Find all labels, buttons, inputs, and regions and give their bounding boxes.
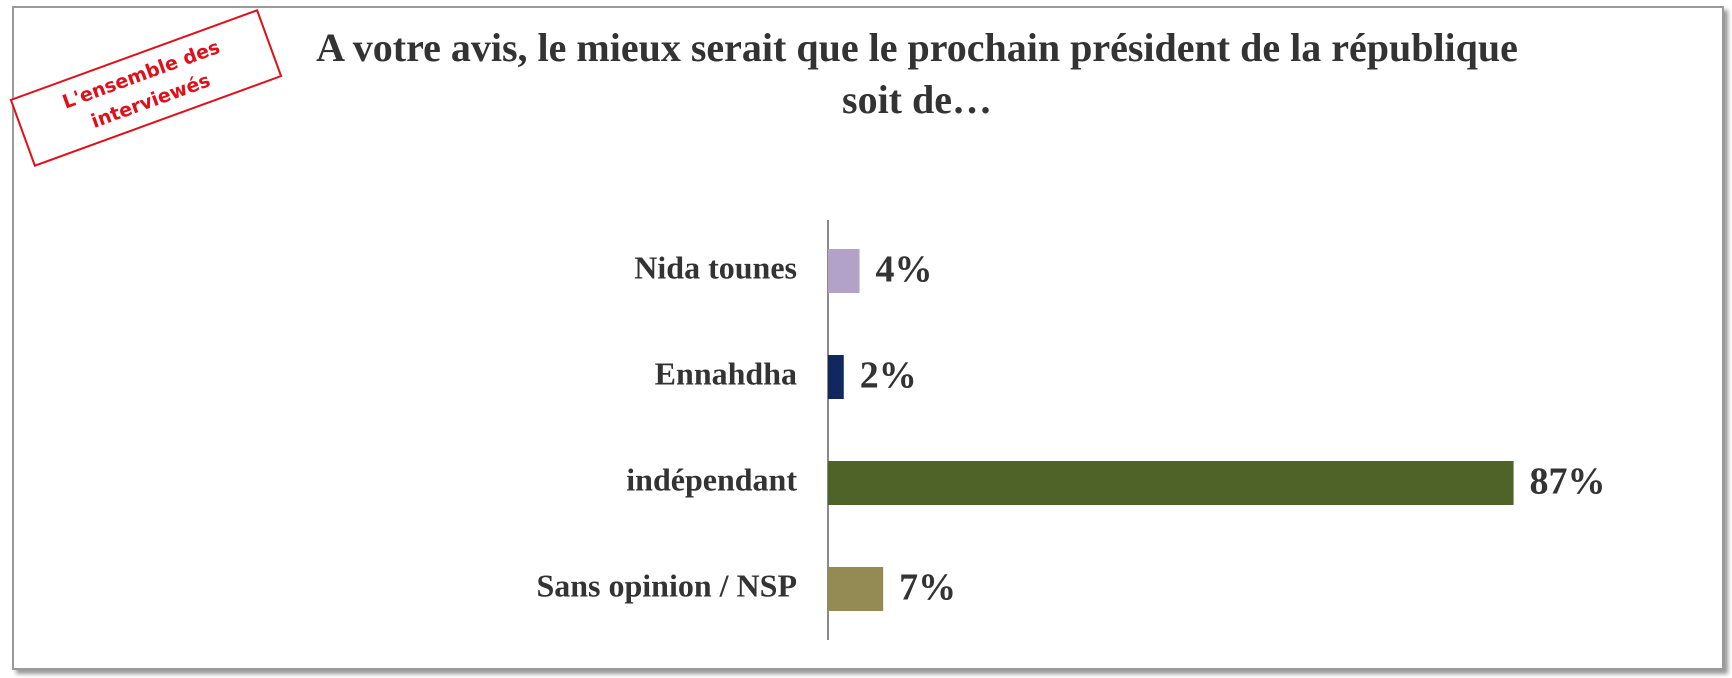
bar: [828, 249, 860, 293]
value-label: 2%: [860, 355, 917, 397]
bar: [828, 567, 884, 611]
category-label: Nida tounes: [634, 249, 797, 285]
value-label: 4%: [876, 249, 933, 291]
value-label: 87%: [1530, 461, 1606, 503]
bar: [828, 461, 1514, 505]
chart-title: A votre avis, le mieux serait que le pro…: [316, 25, 1518, 122]
chart-frame: [12, 6, 1724, 670]
category-label: Ennahdha: [655, 355, 797, 391]
category-label: indépendant: [626, 461, 797, 497]
bar: [828, 355, 844, 399]
value-label: 7%: [899, 567, 956, 609]
category-label: Sans opinion / NSP: [536, 567, 797, 603]
